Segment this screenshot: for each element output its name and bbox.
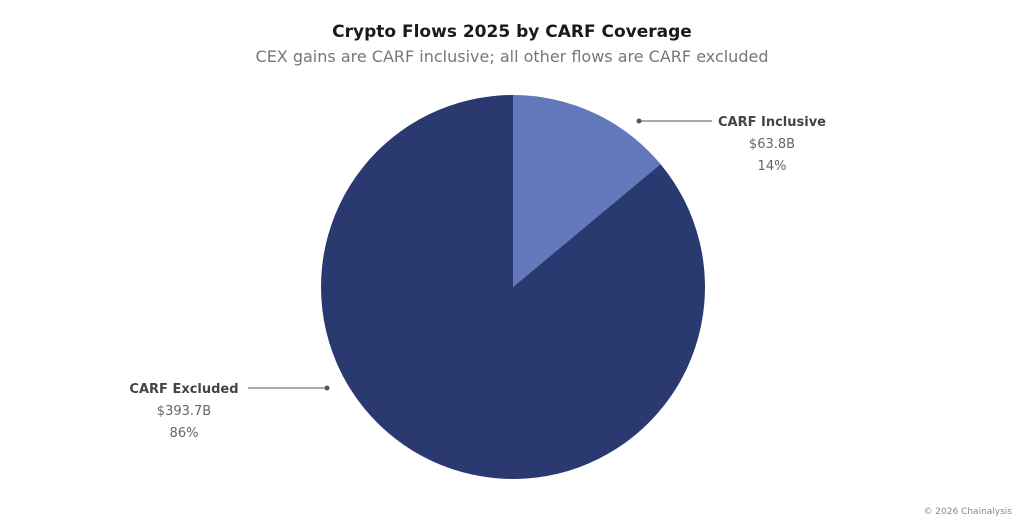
leader-dot-carf-excluded — [324, 385, 330, 391]
pie-slices — [321, 95, 705, 479]
slice-label-carf-excluded: CARF Excluded — [129, 382, 238, 397]
slice-percent-carf-excluded: 86% — [170, 426, 199, 441]
callout-carf-inclusive: CARF Inclusive $63.8B 14% — [636, 115, 826, 174]
chart-subtitle: CEX gains are CARF inclusive; all other … — [255, 47, 769, 66]
slice-value-carf-inclusive: $63.8B — [749, 137, 795, 152]
chart-title: Crypto Flows 2025 by CARF Coverage — [332, 22, 692, 42]
slice-label-carf-inclusive: CARF Inclusive — [718, 115, 826, 130]
pie-slice-carf-excluded — [321, 95, 705, 479]
copyright-credit: © 2026 Chainalysis — [923, 507, 1012, 517]
pie-slice-carf-inclusive — [513, 95, 661, 287]
leader-dot-carf-inclusive — [636, 118, 642, 124]
slice-percent-carf-inclusive: 14% — [758, 159, 787, 174]
slice-value-carf-excluded: $393.7B — [157, 404, 211, 419]
callout-carf-excluded: CARF Excluded $393.7B 86% — [129, 382, 330, 441]
